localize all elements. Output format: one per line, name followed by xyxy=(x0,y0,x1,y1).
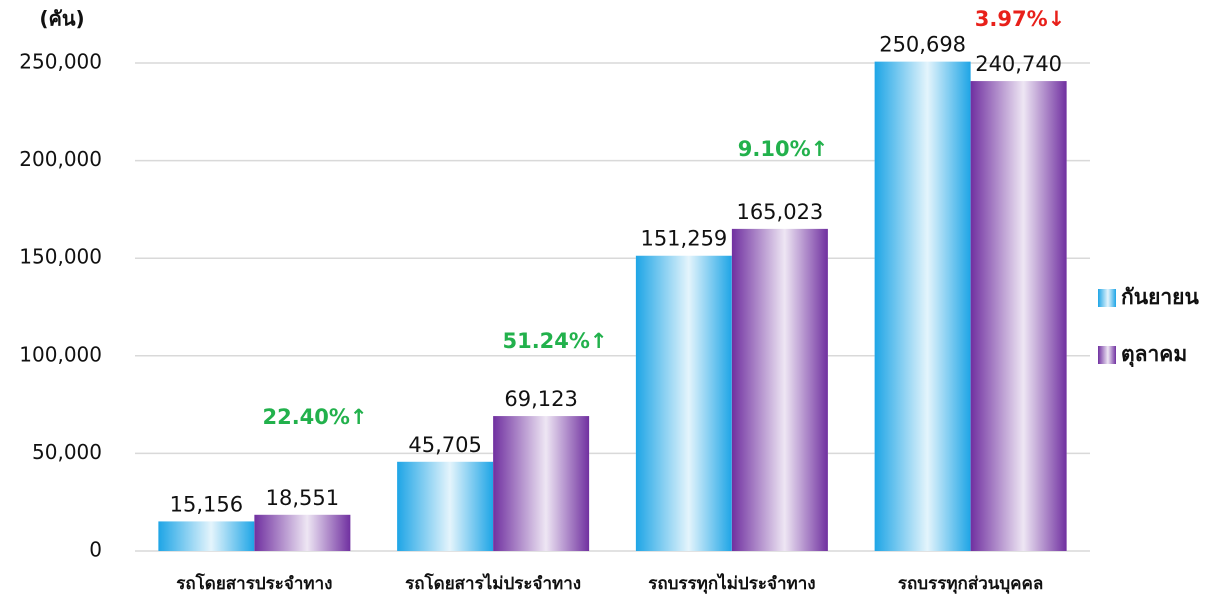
data-label: 45,705 xyxy=(408,433,481,457)
change-annotation: 3.97%↓ xyxy=(975,7,1065,31)
legend-label: กันยายน xyxy=(1121,285,1199,309)
x-tick-label: รถบรรทุกส่วนบุคคล xyxy=(898,574,1043,594)
legend-swatch xyxy=(1098,289,1116,307)
x-tick-label: รถบรรทุกไม่ประจำทาง xyxy=(648,573,815,594)
bar xyxy=(635,255,732,551)
data-label: 240,740 xyxy=(975,52,1062,76)
y-tick-label: 200,000 xyxy=(19,147,102,171)
data-label: 165,023 xyxy=(736,200,823,224)
y-tick-label: 0 xyxy=(89,538,102,562)
bar xyxy=(970,81,1067,551)
y-axis-label: (คัน) xyxy=(39,7,84,31)
legend-swatch xyxy=(1098,346,1116,364)
legend-label: ตุลาคม xyxy=(1121,342,1187,368)
y-tick-label: 100,000 xyxy=(19,342,102,366)
bar xyxy=(731,228,828,551)
change-annotation: 22.40%↑ xyxy=(262,405,367,429)
change-annotation: 51.24%↑ xyxy=(502,329,607,353)
bar xyxy=(397,461,494,551)
data-label: 151,259 xyxy=(640,227,727,251)
x-tick-label: รถโดยสารไม่ประจำทาง xyxy=(405,573,581,594)
bar xyxy=(254,514,351,551)
bar xyxy=(158,521,255,551)
bar xyxy=(493,416,590,551)
y-tick-label: 150,000 xyxy=(19,245,102,269)
data-label: 69,123 xyxy=(504,387,577,411)
bar xyxy=(874,61,971,551)
change-annotation: 9.10%↑ xyxy=(738,137,828,161)
data-label: 15,156 xyxy=(170,492,243,516)
data-label: 18,551 xyxy=(266,486,339,510)
y-tick-label: 250,000 xyxy=(19,50,102,74)
x-tick-label: รถโดยสารประจำทาง xyxy=(176,573,332,594)
y-tick-label: 50,000 xyxy=(32,440,102,464)
data-label: 250,698 xyxy=(879,33,966,57)
